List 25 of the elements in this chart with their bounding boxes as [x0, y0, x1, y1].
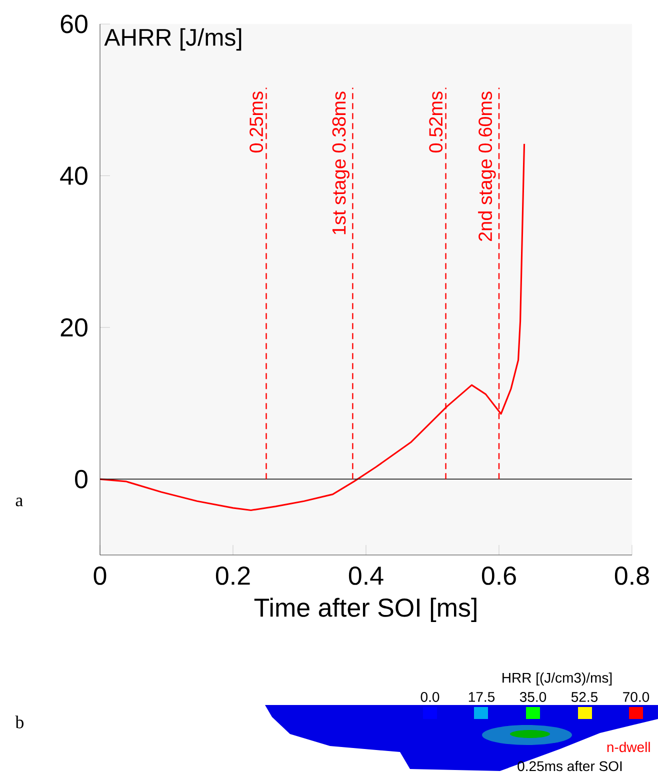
ref-line-label: 0.25ms [250, 92, 264, 152]
y-tick-label: 60 [60, 14, 88, 34]
text: a [16, 498, 23, 506]
y-tick-label: 20 [60, 318, 88, 337]
y-axis-title: AHRR [J/ms] [104, 28, 242, 51]
x-tick-label: 0.8 [614, 566, 649, 585]
x-axis-title: Time after SOI [ms] [254, 598, 476, 622]
ref-line-label: 1st stage 0.38ms [332, 92, 350, 234]
ref-line-label: 2nd stage 0.60ms [478, 92, 496, 242]
x-tick-label: 0.6 [482, 566, 516, 585]
text: 17.5 [468, 692, 495, 702]
text: n-dwell [607, 742, 650, 752]
text: 0.0 [420, 692, 440, 702]
x-tick-label: 0 [94, 566, 106, 585]
x-tick-label: 0.2 [216, 566, 250, 585]
text: HRR [(J/cm3)/ms] [502, 672, 612, 686]
text: 70.0 [623, 692, 650, 702]
ref-line-label: 0.52ms [429, 92, 443, 152]
x-tick-label: 0.4 [348, 566, 384, 585]
text: 52.5 [571, 692, 598, 702]
text: 35.0 [520, 692, 546, 702]
text: b [15, 716, 24, 728]
y-tick-label: 40 [60, 166, 88, 185]
text: 0.25ms after SOI [518, 760, 622, 772]
y-tick-label: 0 [75, 470, 88, 488]
